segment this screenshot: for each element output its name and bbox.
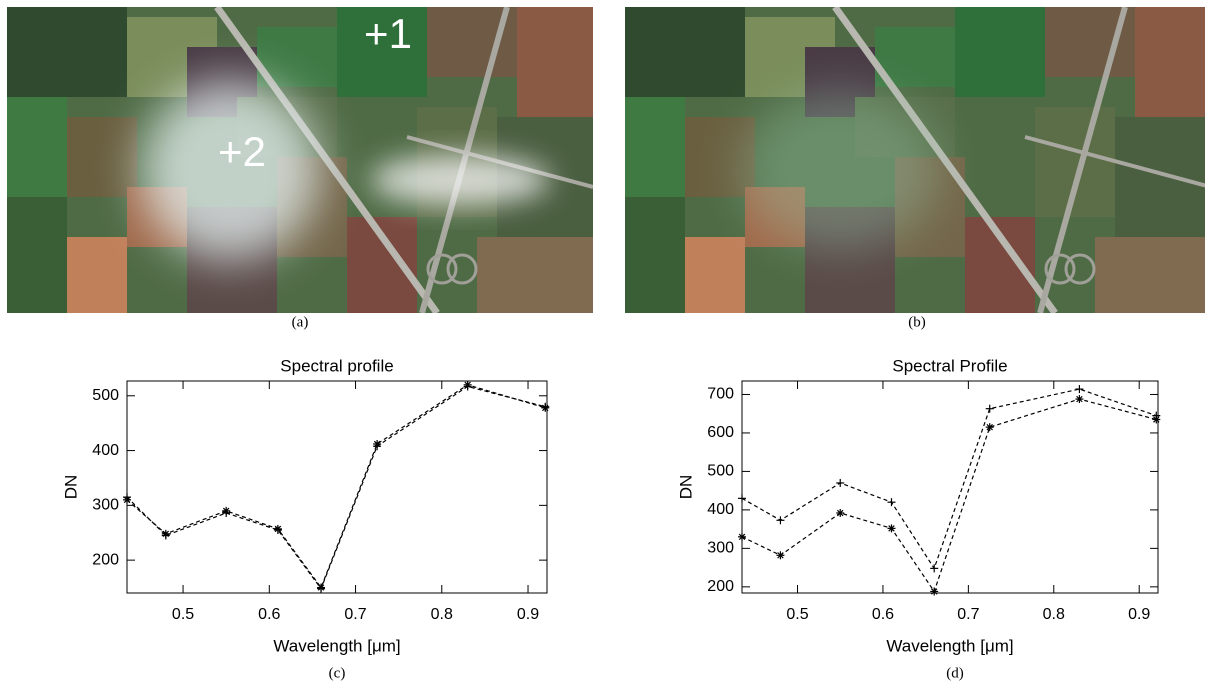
data-point — [541, 403, 549, 411]
y-tick-label: 200 — [707, 578, 734, 595]
data-point — [836, 479, 844, 487]
panel-label: (b) — [908, 314, 926, 330]
plot-frame — [742, 381, 1158, 593]
x-tick-label: 0.7 — [344, 606, 366, 623]
data-point — [1075, 385, 1083, 393]
data-point — [986, 405, 994, 413]
y-axis-label: DN — [61, 475, 80, 500]
data-point — [836, 509, 844, 517]
data-point — [930, 587, 938, 595]
y-tick-label: 500 — [92, 387, 119, 404]
x-axis-label: Wavelength [μm] — [273, 636, 400, 655]
y-tick-label: 200 — [92, 551, 119, 568]
y-tick-label: 400 — [92, 442, 119, 459]
data-point — [738, 533, 746, 541]
y-tick-label: 600 — [707, 424, 734, 441]
x-tick-label: 0.5 — [786, 606, 808, 623]
y-tick-label: 700 — [707, 386, 734, 403]
annotation: +1 — [364, 10, 412, 57]
data-point — [317, 585, 325, 593]
data-point — [1152, 415, 1160, 423]
series-line — [127, 386, 545, 588]
x-tick-label: 0.6 — [258, 606, 280, 623]
x-tick-label: 0.5 — [172, 606, 194, 623]
annotation: +2 — [218, 128, 266, 175]
data-point — [887, 498, 895, 506]
figure: +1 +2 (a) (b) (c) (d) Spectral profile Wa… — [0, 0, 1211, 685]
plot-frame — [127, 381, 547, 593]
image-b — [625, 7, 1211, 313]
x-tick-label: 0.8 — [431, 606, 453, 623]
data-point — [930, 564, 938, 572]
figure-canvas: +1 +2 (a) (b) (c) (d) Spectral profile Wa… — [0, 0, 1211, 685]
x-tick-label: 0.9 — [1128, 606, 1150, 623]
x-tick-label: 0.6 — [872, 606, 894, 623]
x-tick-label: 0.7 — [957, 606, 979, 623]
x-tick-label: 0.9 — [517, 606, 539, 623]
y-tick-label: 300 — [707, 540, 734, 557]
data-point — [776, 516, 784, 524]
y-axis-label: DN — [676, 475, 695, 500]
series-line — [127, 385, 545, 588]
image-a — [7, 7, 593, 313]
panel-label: (c) — [329, 665, 346, 681]
panel-label: (d) — [946, 665, 964, 681]
chart-title: Spectral Profile — [892, 356, 1007, 375]
panel-label: (a) — [292, 314, 309, 330]
data-point — [986, 423, 994, 431]
series-line — [742, 399, 1156, 591]
data-point — [738, 494, 746, 502]
data-point — [222, 509, 230, 517]
y-tick-label: 500 — [707, 463, 734, 480]
data-point — [464, 382, 472, 390]
y-tick-label: 400 — [707, 501, 734, 518]
data-point — [887, 524, 895, 532]
x-axis-label: Wavelength [μm] — [886, 636, 1013, 655]
data-point — [776, 551, 784, 559]
chart-title: Spectral profile — [280, 356, 393, 375]
x-tick-label: 0.8 — [1043, 606, 1065, 623]
series-line — [742, 389, 1156, 568]
data-point — [373, 442, 381, 450]
y-tick-label: 300 — [92, 497, 119, 514]
data-point — [1075, 395, 1083, 403]
